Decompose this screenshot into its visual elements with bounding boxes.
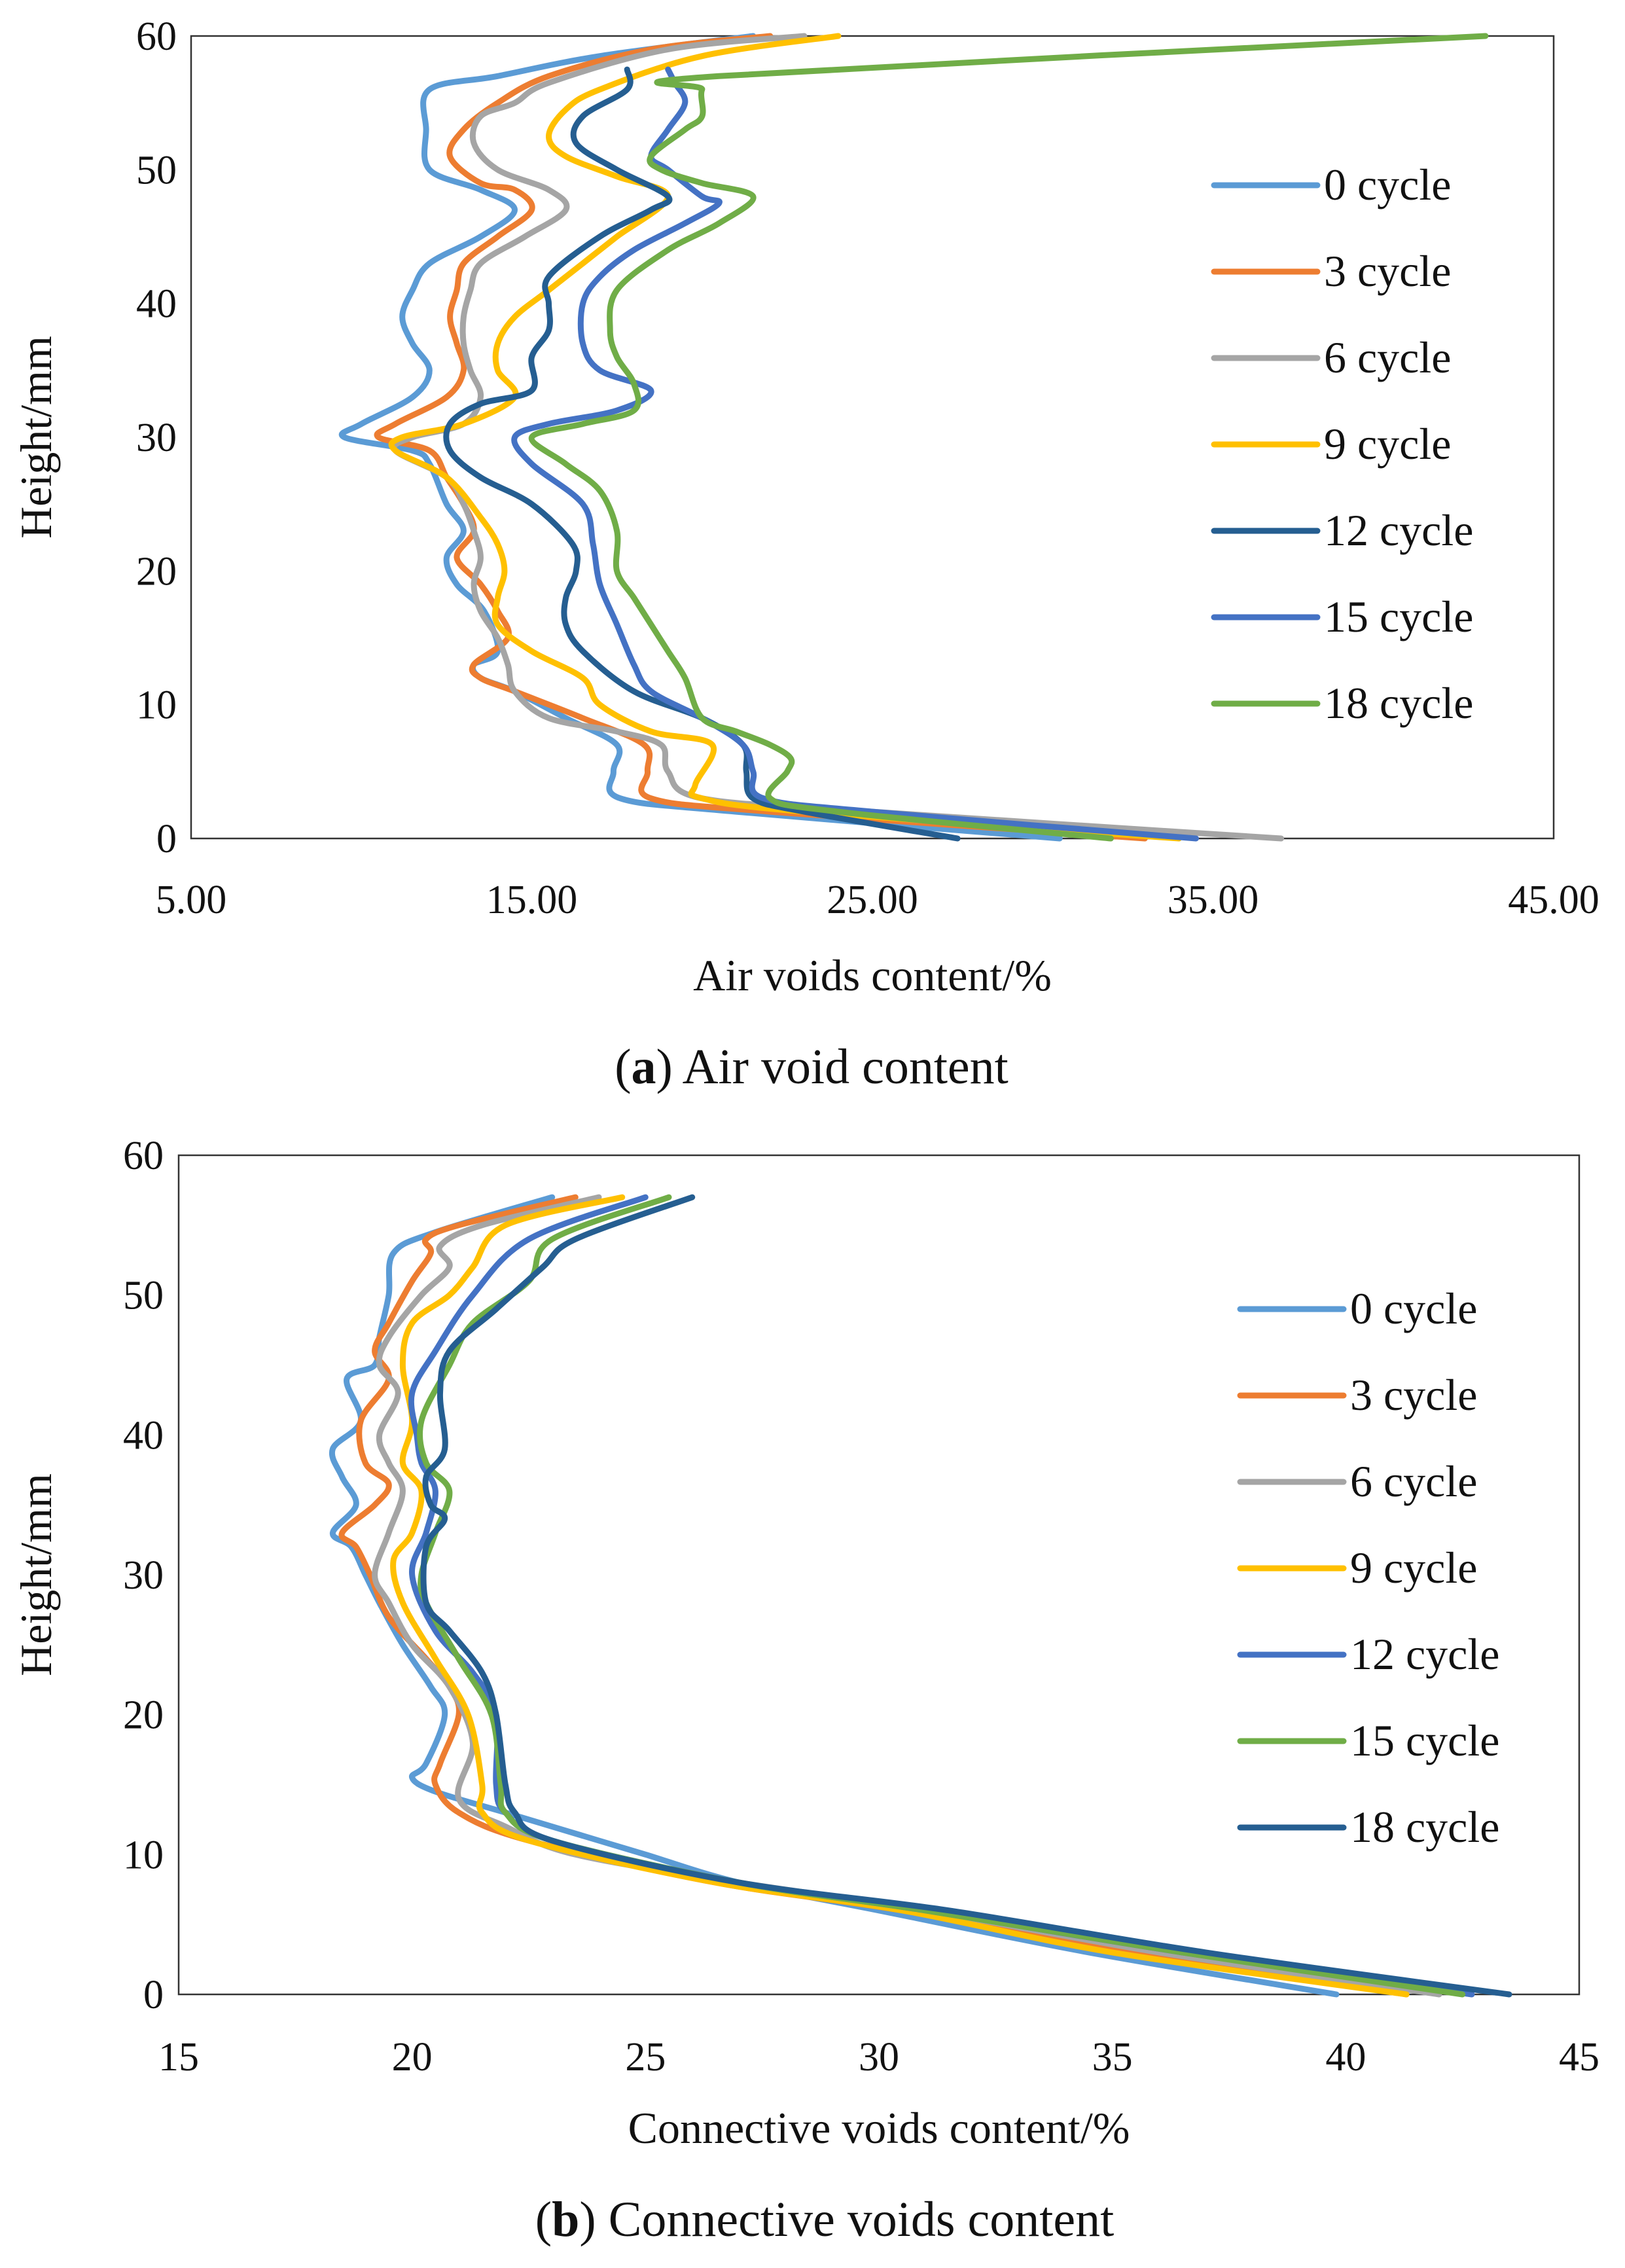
- legend-label: 3 cycle: [1324, 246, 1451, 296]
- chart-a-xticks: 5.00 15.00 25.00 35.00 45.00: [156, 878, 1599, 922]
- y-tick-label: 50: [136, 148, 177, 192]
- chart-a-caption-text: Air void content: [683, 1039, 1009, 1094]
- chart-a-legend: 0 cycle 3 cycle 6 cycle 9 cycle 12 cycle 15 c…: [1211, 160, 1473, 728]
- x-tick-label: 35: [1092, 2035, 1133, 2079]
- chart-b-caption-letter: b: [552, 2192, 579, 2247]
- y-tick-label: 50: [123, 1274, 164, 1318]
- y-tick-label: 30: [136, 416, 177, 460]
- series-line-0-cycle: [338, 33, 1063, 842]
- legend-label: 6 cycle: [1324, 333, 1451, 382]
- chart-a-caption-letter: a: [632, 1039, 656, 1094]
- series-line-9-cycle: [388, 33, 1182, 842]
- legend-label: 0 cycle: [1324, 160, 1451, 209]
- legend-label: 18 cycle: [1324, 678, 1473, 728]
- chart-a-yticks: 0 10 20 30 40 50 60: [136, 14, 177, 861]
- chart-a-series: [338, 33, 1489, 842]
- chart-b-ylabel: Height/mm: [11, 1473, 61, 1676]
- chart-b-legend: 0 cycle 3 cycle 6 cycle 9 cycle 12 cycle 15 c…: [1237, 1284, 1499, 1852]
- y-tick-label: 10: [136, 683, 177, 728]
- x-tick-label: 20: [392, 2035, 433, 2079]
- y-tick-label: 60: [123, 1134, 164, 1178]
- chart-b: 0 10 20 30 40 50 60 15 20 25 30 35 40 45 0 cycle 3 cy…: [11, 1134, 1599, 2247]
- y-tick-label: 0: [143, 1973, 164, 2017]
- series-line-6-cycle: [391, 33, 1285, 842]
- x-tick-label: 25: [625, 2035, 666, 2079]
- chart-b-plot-area: [177, 1154, 1580, 1996]
- y-tick-label: 20: [123, 1693, 164, 1738]
- y-tick-label: 0: [156, 817, 177, 861]
- series-line-9-cycle: [390, 1194, 1410, 1998]
- series-line-18-cycle: [528, 33, 1489, 842]
- x-tick-label: 5.00: [156, 878, 227, 922]
- legend-label: 9 cycle: [1350, 1543, 1477, 1593]
- x-tick-label: 15: [158, 2035, 199, 2079]
- series-line-6-cycle: [372, 1194, 1442, 1998]
- x-tick-label: 35.00: [1168, 878, 1259, 922]
- legend-label: 0 cycle: [1350, 1284, 1477, 1333]
- chart-a-ylabel: Height/mm: [11, 336, 61, 539]
- series-line-3-cycle: [338, 1194, 1410, 1998]
- chart-b-caption-text: Connective voids content: [609, 2192, 1115, 2247]
- y-tick-label: 60: [136, 14, 177, 59]
- x-tick-label: 30: [859, 2035, 899, 2079]
- x-tick-label: 45: [1559, 2035, 1599, 2079]
- legend-label: 12 cycle: [1350, 1629, 1499, 1679]
- y-tick-label: 10: [123, 1833, 164, 1877]
- chart-a-xlabel: Air voids content/%: [693, 950, 1052, 1000]
- chart-a-caption: (a) Air void content: [615, 1039, 1009, 1094]
- chart-b-caption: (b) Connective voids content: [535, 2192, 1114, 2247]
- series-line-12-cycle: [408, 1194, 1475, 1998]
- legend-label: 15 cycle: [1350, 1716, 1499, 1765]
- chart-b-series: [329, 1194, 1512, 1998]
- y-tick-label: 40: [123, 1413, 164, 1458]
- y-tick-label: 20: [136, 549, 177, 594]
- series-line-3-cycle: [374, 33, 1148, 842]
- chart-a-plot-area: [190, 35, 1555, 840]
- legend-label: 3 cycle: [1350, 1370, 1477, 1420]
- chart-b-yticks: 0 10 20 30 40 50 60: [123, 1134, 164, 2017]
- chart-b-xlabel: Connective voids content/%: [628, 2103, 1130, 2153]
- legend-label: 15 cycle: [1324, 592, 1473, 641]
- chart-a: 0 10 20 30 40 50 60 5.00 15.00 25.00 35.00 45.00 0…: [11, 14, 1599, 1094]
- y-tick-label: 30: [123, 1553, 164, 1598]
- legend-label: 9 cycle: [1324, 419, 1451, 469]
- series-line-15-cycle: [511, 66, 1199, 842]
- x-tick-label: 45.00: [1508, 878, 1599, 922]
- series-line-15-cycle: [417, 1194, 1466, 1998]
- y-tick-label: 40: [136, 282, 177, 327]
- legend-label: 6 cycle: [1350, 1456, 1477, 1506]
- x-tick-label: 25.00: [827, 878, 918, 922]
- series-line-18-cycle: [420, 1194, 1512, 1998]
- chart-b-xticks: 15 20 25 30 35 40 45: [158, 2035, 1599, 2079]
- legend-label: 18 cycle: [1350, 1802, 1499, 1852]
- x-tick-label: 15.00: [486, 878, 578, 922]
- x-tick-label: 40: [1325, 2035, 1366, 2079]
- legend-label: 12 cycle: [1324, 505, 1473, 555]
